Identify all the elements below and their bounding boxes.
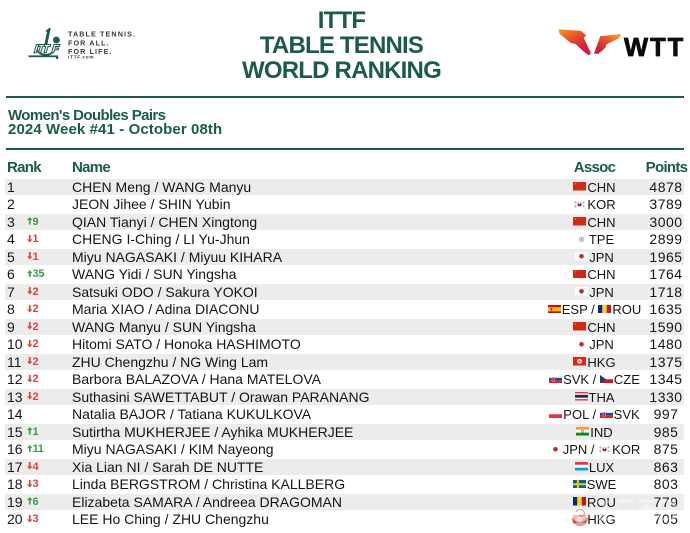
svg-text:TABLE TENNIS.: TABLE TENNIS.	[68, 30, 136, 39]
svg-text:WTT: WTT	[624, 34, 685, 59]
svg-text:ITTF.com: ITTF.com	[68, 55, 94, 61]
svg-text:FOR ALL.: FOR ALL.	[68, 38, 110, 47]
svg-text:FOR LIFE.: FOR LIFE.	[68, 47, 113, 56]
